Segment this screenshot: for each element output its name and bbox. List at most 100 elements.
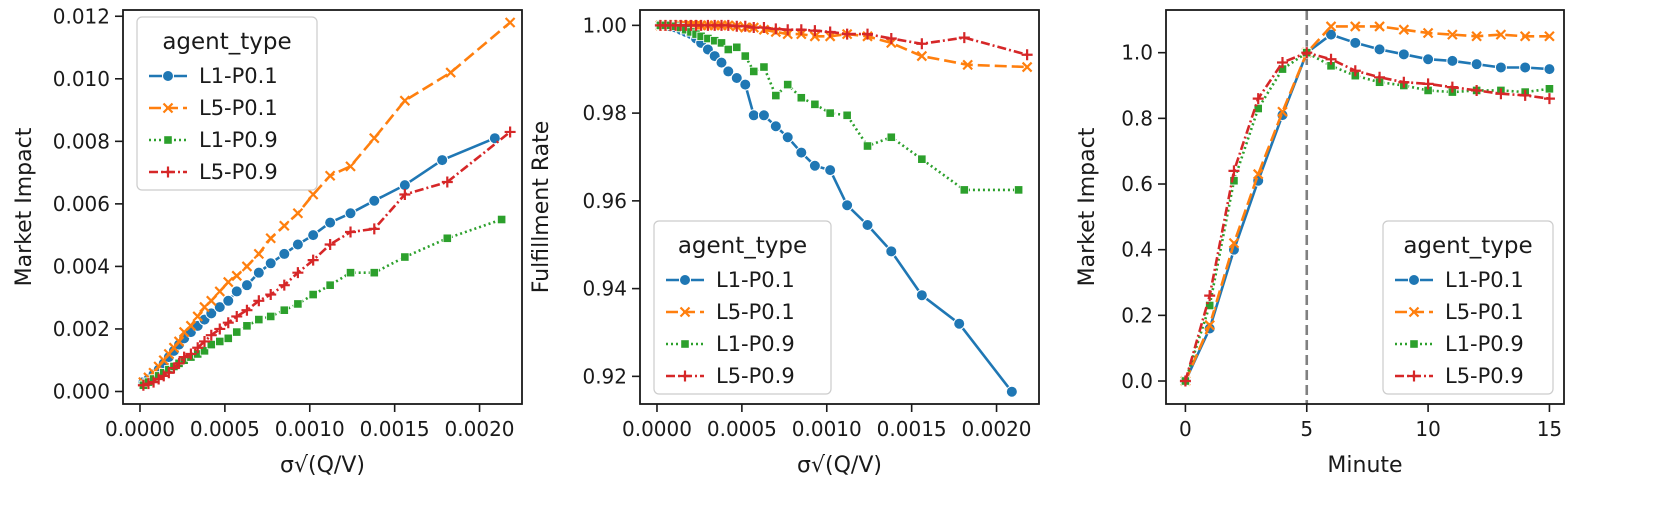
- data-point: [178, 351, 190, 363]
- legend-marker: [680, 339, 690, 349]
- legend: agent_type L1-P0.1 L5-P0.1 L1-P0.9 L5-P0.9: [653, 220, 832, 395]
- data-point: [861, 218, 874, 231]
- data-point: [345, 161, 356, 172]
- y-tick-label: 0.4: [1121, 238, 1153, 262]
- legend-marker: [162, 70, 174, 82]
- data-point: [324, 239, 336, 251]
- y-tick-label: 0.000: [53, 379, 110, 403]
- data-point: [862, 28, 874, 40]
- data-point: [739, 20, 751, 32]
- x-tick-label: 0.0015: [360, 417, 430, 441]
- legend-entry-label: L5-P0.9: [199, 160, 278, 184]
- data-point: [1252, 93, 1264, 105]
- series-L5-P0.1: [138, 17, 516, 388]
- y-tick-label: 0.008: [53, 129, 110, 153]
- data-point: [758, 22, 770, 34]
- data-point: [885, 33, 897, 45]
- data-point: [399, 188, 411, 200]
- data-point: [214, 286, 226, 297]
- data-point: [809, 31, 821, 42]
- data-point: [1252, 168, 1264, 180]
- data-point: [886, 132, 896, 142]
- series-L5-P0.9: [137, 126, 516, 391]
- series-line: [143, 130, 511, 387]
- data-point: [959, 185, 969, 195]
- legend-marker: [679, 306, 691, 318]
- data-point: [1204, 319, 1215, 331]
- data-point: [308, 289, 318, 300]
- data-point: [962, 59, 973, 71]
- x-axis-label: σ√(Q/V): [797, 453, 882, 478]
- data-point: [345, 268, 356, 278]
- data-point: [1471, 84, 1483, 96]
- y-tick-label: 0.2: [1121, 303, 1153, 327]
- data-point: [279, 305, 289, 315]
- y-tick-label: 0.92: [582, 364, 627, 388]
- y-tick-label: 0.004: [53, 254, 110, 278]
- chart-panel-3: 0 5 10 15 0.0 0.2 0.4 0.6 0.8 1.0 Market Impact Min…: [1075, 9, 1565, 478]
- data-point: [1495, 29, 1507, 40]
- data-point: [1205, 300, 1215, 311]
- data-point: [173, 357, 185, 369]
- data-point: [1471, 30, 1482, 42]
- legend-box: [1382, 220, 1554, 395]
- data-point: [231, 270, 243, 282]
- data-point: [214, 323, 226, 335]
- data-point: [291, 238, 304, 251]
- data-point: [1325, 21, 1337, 32]
- data-point: [1446, 54, 1459, 67]
- legend-marker: [679, 274, 691, 286]
- data-point: [1373, 43, 1386, 56]
- legend-marker: [1408, 274, 1420, 286]
- y-tick-label: 0.0: [1121, 369, 1153, 393]
- legend-entry-label: L5-P0.1: [1445, 300, 1524, 324]
- x-tick-label: 0.0005: [707, 417, 777, 441]
- y-axis-label: Market Impact: [12, 127, 37, 286]
- data-point: [198, 335, 210, 347]
- y-tick-label: 0.94: [582, 277, 627, 301]
- data-point: [264, 257, 277, 270]
- data-point: [1494, 61, 1507, 74]
- data-point: [240, 279, 253, 292]
- data-point: [1349, 36, 1362, 49]
- data-point: [748, 22, 760, 34]
- data-point: [266, 311, 276, 322]
- data-point: [504, 17, 516, 28]
- data-point: [1228, 237, 1240, 249]
- data-point: [1005, 385, 1018, 398]
- data-point: [1543, 93, 1555, 105]
- legend-entry-label: L1-P0.1: [716, 268, 795, 292]
- data-point: [915, 289, 928, 302]
- data-point: [1276, 57, 1288, 69]
- legend-entry-label: L1-P0.1: [1445, 268, 1524, 292]
- data-point: [809, 25, 821, 37]
- data-point: [369, 132, 380, 144]
- data-point: [293, 299, 303, 309]
- data-point: [842, 110, 852, 120]
- x-axis-label: Minute: [1327, 453, 1402, 478]
- data-point: [222, 276, 234, 288]
- series-line: [1184, 51, 1550, 382]
- data-point: [185, 320, 197, 332]
- series-L1-P0.9: [138, 214, 507, 390]
- data-point: [1374, 21, 1385, 32]
- data-point: [781, 131, 794, 144]
- data-point: [795, 146, 808, 159]
- data-point: [369, 268, 379, 278]
- data-point: [1021, 49, 1033, 61]
- data-point: [232, 327, 242, 337]
- legend-title: agent_type: [162, 29, 291, 55]
- legend-marker: [1408, 370, 1420, 382]
- data-point: [1253, 103, 1263, 114]
- data-point: [399, 95, 411, 106]
- legend-entry-label: L5-P0.9: [1445, 364, 1524, 388]
- data-point: [1301, 47, 1313, 59]
- y-tick-label: 0.8: [1121, 106, 1153, 130]
- data-point: [825, 108, 835, 118]
- y-axis-label: Fulfillment Rate: [529, 121, 554, 294]
- legend-entry-label: L1-P0.9: [199, 128, 278, 152]
- x-tick-label: 0.0010: [275, 417, 345, 441]
- data-point: [436, 154, 449, 167]
- data-point: [730, 72, 743, 85]
